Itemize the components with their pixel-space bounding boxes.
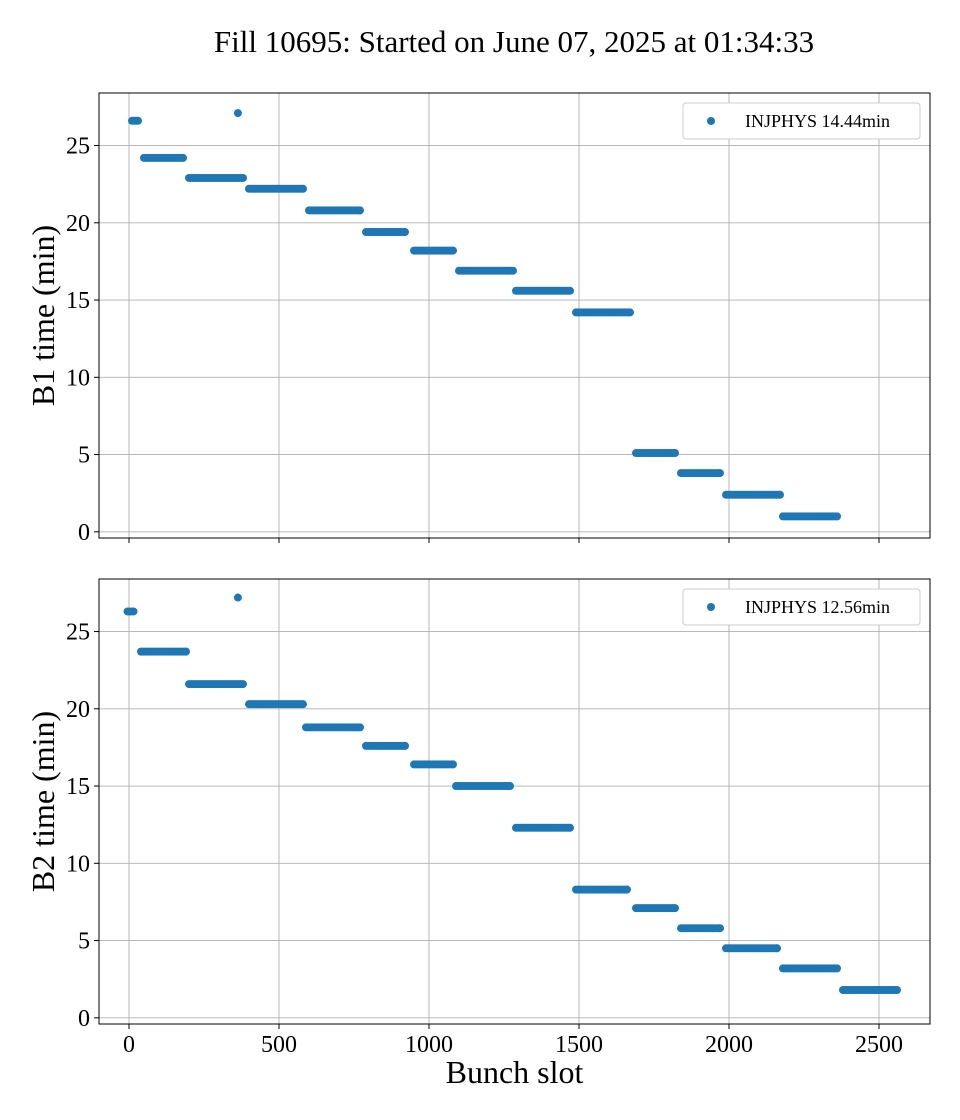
b2-data-point: [233, 593, 242, 602]
b2-data-point: [182, 647, 190, 656]
b2-y-axis-label: B2 time (min): [25, 711, 61, 892]
b1-legend: INJPHYS 14.44min: [682, 102, 921, 140]
b1-data-point: [233, 109, 242, 118]
b1-legend-label: INJPHYS 14.44min: [745, 111, 890, 131]
b2-y-tick-label: 15: [66, 774, 90, 800]
b2-x-tick-label: 1500: [555, 1032, 603, 1058]
b2-x-tick-label: 2500: [855, 1032, 903, 1058]
b2-y-tick-label: 25: [66, 620, 90, 646]
b1-data-point: [776, 490, 784, 499]
b1-y-axis-label: B1 time (min): [25, 225, 61, 406]
b1-y-tick-label: 5: [78, 443, 90, 469]
b2-data-point: [449, 760, 457, 769]
b1-data-point: [626, 308, 634, 317]
b2-plot-frame: [98, 578, 931, 1025]
b2-data-point: [833, 964, 841, 973]
b2-data-point: [623, 885, 631, 894]
b1-data-point: [833, 512, 841, 521]
b2-data-point: [356, 723, 364, 732]
b2-data-point: [893, 986, 901, 995]
b2-data-point: [299, 700, 307, 709]
b1-data-point: [401, 228, 409, 237]
b2-y-tick-label: 0: [78, 1006, 90, 1032]
b2-data-point: [716, 924, 724, 933]
b2-data-point: [566, 823, 574, 832]
b1-data-point: [179, 153, 187, 162]
b2-panel: 0 500 1000 1500 2000 2500 0 5 10 15 20 25 INJPHYS 12…: [25, 578, 931, 1090]
b1-data-point: [566, 286, 574, 295]
b1-legend-marker: [707, 117, 715, 125]
b1-points: [128, 109, 841, 521]
b2-y-tick-label: 20: [66, 697, 90, 723]
b2-legend-label: INJPHYS 12.56min: [745, 597, 890, 617]
b2-y-tick-label: 5: [78, 929, 90, 955]
b1-y-tick-label: 0: [78, 520, 90, 546]
b2-data-point: [773, 944, 781, 953]
b2-data-point: [239, 680, 247, 689]
b1-plot-frame: [98, 92, 931, 539]
b2-legend-box: [682, 588, 921, 626]
b1-data-point: [356, 206, 364, 215]
b2-legend: INJPHYS 12.56min: [682, 588, 921, 626]
b1-data-point: [671, 449, 679, 458]
b2-x-tick-label: 500: [261, 1032, 297, 1058]
b1-panel: 0 5 10 15 20 25 INJPHYS 14.44min B1 time (min): [25, 92, 931, 546]
b1-y-tick-label: 10: [66, 365, 90, 391]
b1-data-point: [239, 173, 247, 182]
b2-data-point: [129, 607, 138, 616]
b2-x-tick-label: 1000: [405, 1032, 453, 1058]
b1-data-point: [449, 246, 457, 255]
b2-x-axis-label: Bunch slot: [446, 1054, 584, 1090]
b1-y-tick-label: 25: [66, 134, 90, 160]
b2-y-tick-label: 10: [66, 851, 90, 877]
b2-x-tick-label: 2000: [705, 1032, 753, 1058]
b1-legend-box: [682, 102, 921, 140]
b1-y-tick-label: 15: [66, 288, 90, 314]
figure-title: Fill 10695: Started on June 07, 2025 at …: [214, 24, 814, 59]
b1-data-point: [299, 184, 307, 193]
b2-x-tick-label: 0: [123, 1032, 135, 1058]
b2-data-point: [671, 904, 679, 913]
b1-data-point: [716, 469, 724, 478]
b2-data-point: [506, 782, 514, 791]
b2-legend-marker: [707, 603, 715, 611]
b2-points: [123, 593, 901, 995]
b1-y-tick-label: 20: [66, 211, 90, 237]
b1-data-point: [134, 116, 142, 125]
b2-data-point: [401, 741, 409, 750]
b1-data-point: [509, 266, 517, 275]
